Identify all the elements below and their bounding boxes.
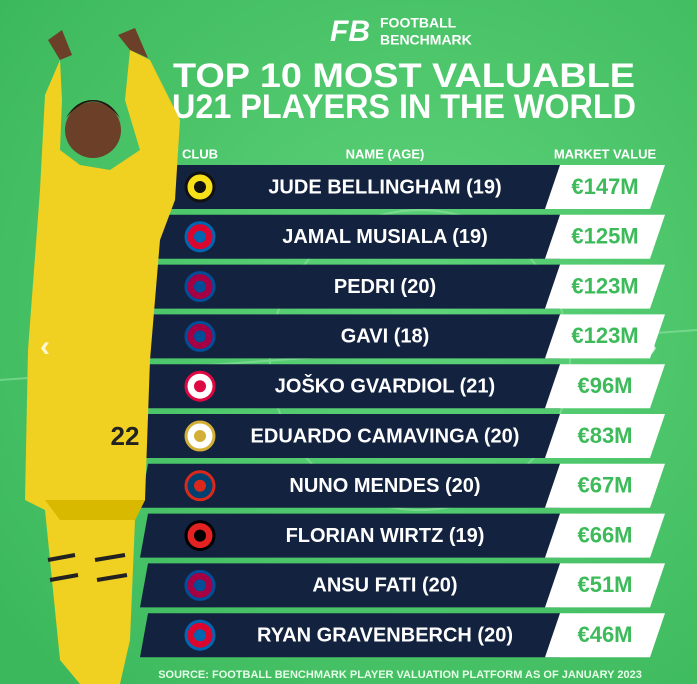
player-name: RYAN GRAVENBERCH (20): [257, 624, 513, 646]
row-bar: [140, 563, 560, 608]
row-bar: [140, 364, 560, 409]
row-bar: [140, 314, 560, 359]
market-value: €66M: [577, 522, 632, 547]
player-name: FLORIAN WIRTZ (19): [286, 525, 485, 547]
club-badge-inner: [194, 629, 206, 642]
source-note: SOURCE: FOOTBALL BENCHMARK PLAYER VALUAT…: [158, 669, 642, 681]
club-badge-inner: [194, 380, 206, 393]
row-bar: [140, 264, 560, 309]
row-bar: [140, 513, 560, 558]
row-bar: [140, 165, 560, 209]
row-bar: [140, 414, 560, 458]
value-box: [545, 613, 665, 658]
club-badge-inner: [194, 579, 206, 592]
value-box: [545, 165, 665, 209]
market-value: €123M: [571, 273, 638, 298]
value-box: [545, 463, 665, 508]
market-value: €67M: [577, 473, 632, 498]
value-box: [545, 214, 665, 259]
brand-name: FOOTBALL: [380, 15, 457, 31]
club-badge-inner: [194, 280, 206, 293]
player-name: JOŠKO GVARDIOL (21): [275, 373, 495, 397]
brand-name: BENCHMARK: [380, 32, 472, 48]
market-value: €83M: [577, 423, 632, 448]
value-box: [545, 314, 665, 359]
value-box: [545, 364, 665, 409]
club-badge-inner: [194, 330, 206, 343]
club-badge-inner: [194, 529, 206, 542]
row-bar: [140, 463, 560, 508]
column-header: NAME (AGE): [346, 146, 425, 161]
table: JUDE BELLINGHAM (19) €147M JAMAL MUSIALA (…: [140, 165, 665, 658]
column-header: CLUB: [182, 146, 218, 161]
player-name: NUNO MENDES (20): [289, 475, 480, 497]
row-bar: [140, 613, 560, 658]
column-header: MARKET VALUE: [554, 146, 657, 161]
value-box: [545, 414, 665, 458]
market-value: €125M: [571, 224, 638, 249]
player-image: 22: [25, 28, 180, 684]
market-value: €147M: [571, 174, 638, 199]
carousel-next[interactable]: ›: [647, 330, 657, 363]
market-value: €123M: [571, 323, 638, 348]
value-box: [545, 264, 665, 309]
market-value: €51M: [577, 572, 632, 597]
player-name: ANSU FATI (20): [312, 575, 457, 597]
club-badge-inner: [194, 430, 206, 442]
player-name: PEDRI (20): [334, 276, 436, 298]
player-name: GAVI (18): [341, 326, 430, 348]
brand-logo: FB: [330, 15, 370, 48]
club-badge-inner: [194, 230, 206, 243]
title: TOP 10 MOST VALUABLE: [173, 57, 635, 95]
value-box: [545, 563, 665, 608]
market-value: €46M: [577, 622, 632, 647]
row-bar: [140, 214, 560, 259]
player-name: EDUARDO CAMAVINGA (20): [251, 425, 520, 447]
market-value: €96M: [577, 373, 632, 398]
value-box: [545, 513, 665, 558]
jersey-number: 22: [111, 421, 140, 451]
club-badge-inner: [194, 181, 206, 193]
player-name: JAMAL MUSIALA (19): [282, 226, 488, 248]
club-badge-inner: [194, 479, 206, 492]
title: U21 PLAYERS IN THE WORLD: [172, 88, 636, 126]
player-name: JUDE BELLINGHAM (19): [268, 176, 501, 198]
carousel-prev[interactable]: ‹: [40, 330, 50, 363]
